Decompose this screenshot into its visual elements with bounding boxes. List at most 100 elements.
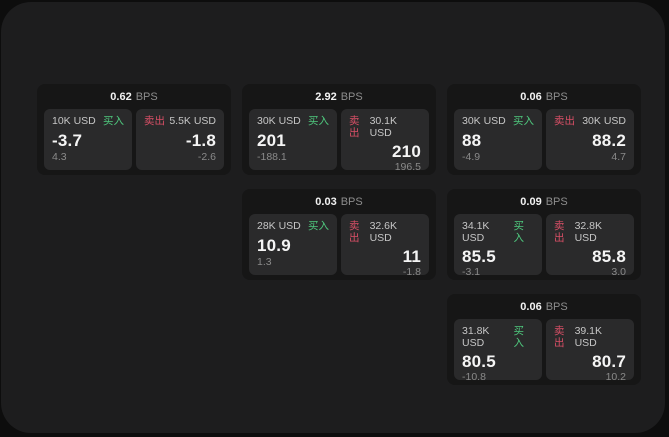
- sell-cell-top: 卖出 5.5K USD: [144, 115, 216, 128]
- bps-unit-label: BPS: [135, 90, 158, 103]
- sell-amount: 30.1K USD: [369, 115, 398, 139]
- buy-price: 80.5: [462, 352, 496, 372]
- sell-price: 85.8: [592, 247, 626, 267]
- buy-label: 买入: [513, 220, 524, 244]
- quote-card: 2.92 BPS 30K USD 买入 201 -188.1 卖出 30.1K …: [242, 84, 436, 175]
- buy-amount: 28K USD: [257, 220, 301, 232]
- card-header: 0.03 BPS: [249, 189, 429, 214]
- bps-value: 2.92: [315, 90, 337, 103]
- buy-cell-top: 31.8K USD 买入: [462, 325, 534, 349]
- buy-cell-top: 30K USD 买入: [462, 115, 534, 128]
- quote-cells: 31.8K USD 买入 80.5 -10.8 卖出 39.1K USD 80.…: [454, 319, 634, 382]
- quote-card: 0.03 BPS 28K USD 买入 10.9 1.3 卖出 32.6K US…: [242, 189, 436, 280]
- sell-amount: 5.5K USD: [169, 115, 216, 127]
- sell-delta: 4.7: [611, 151, 626, 164]
- buy-delta: -3.1: [462, 265, 481, 278]
- buy-amount: 30K USD: [462, 115, 506, 127]
- buy-quote-cell[interactable]: 31.8K USD 买入 80.5 -10.8: [454, 319, 542, 382]
- sell-label: 卖出: [349, 220, 360, 244]
- bps-unit-label: BPS: [545, 90, 568, 103]
- card-header: 0.06 BPS: [454, 84, 634, 109]
- quote-card: 0.62 BPS 10K USD 买入 -3.7 4.3 卖出 5.5K USD…: [37, 84, 231, 175]
- bps-unit-label: BPS: [340, 90, 363, 103]
- bps-value: 0.09: [520, 195, 542, 208]
- buy-label: 买入: [308, 115, 329, 127]
- sell-quote-cell[interactable]: 卖出 39.1K USD 80.7 10.2: [546, 319, 634, 382]
- quote-card: 0.06 BPS 31.8K USD 买入 80.5 -10.8 卖出 39.1…: [447, 294, 641, 385]
- sell-label: 卖出: [554, 325, 565, 349]
- bps-value: 0.06: [520, 90, 542, 103]
- card-header: 2.92 BPS: [249, 84, 429, 109]
- sell-price: 11: [402, 247, 421, 267]
- sell-quote-cell[interactable]: 卖出 30K USD 88.2 4.7: [546, 109, 634, 170]
- buy-amount: 34.1K USD: [462, 220, 490, 244]
- bps-value: 0.62: [110, 90, 132, 103]
- sell-price: -1.8: [185, 130, 216, 150]
- sell-amount: 32.8K USD: [574, 220, 603, 244]
- sell-cell-top: 卖出 32.8K USD: [554, 220, 626, 244]
- buy-price: 10.9: [257, 235, 291, 255]
- sell-quote-cell[interactable]: 卖出 30.1K USD 210 196.5: [341, 109, 429, 172]
- buy-price: -3.7: [52, 130, 83, 150]
- buy-delta: -188.1: [257, 151, 287, 164]
- buy-label: 买入: [513, 325, 524, 349]
- sell-delta: 196.5: [394, 160, 421, 173]
- buy-price: 85.5: [462, 247, 496, 267]
- buy-label: 买入: [513, 115, 534, 127]
- quote-card: 0.06 BPS 30K USD 买入 88 -4.9 卖出 30K USD 8…: [447, 84, 641, 175]
- bps-unit-label: BPS: [545, 195, 568, 208]
- buy-delta: -10.8: [462, 370, 486, 383]
- quote-cells: 34.1K USD 买入 85.5 -3.1 卖出 32.8K USD 85.8…: [454, 214, 634, 277]
- buy-quote-cell[interactable]: 30K USD 买入 201 -188.1: [249, 109, 337, 170]
- sell-delta: 10.2: [605, 370, 626, 383]
- sell-price: 210: [392, 142, 421, 162]
- card-header: 0.62 BPS: [44, 84, 224, 109]
- quote-cards-grid: 0.62 BPS 10K USD 买入 -3.7 4.3 卖出 5.5K USD…: [37, 84, 641, 385]
- sell-delta: 3.0: [611, 265, 626, 278]
- buy-delta: 1.3: [257, 256, 272, 269]
- sell-quote-cell[interactable]: 卖出 32.8K USD 85.8 3.0: [546, 214, 634, 277]
- quote-cells: 30K USD 买入 88 -4.9 卖出 30K USD 88.2 4.7: [454, 109, 634, 170]
- buy-cell-top: 28K USD 买入: [257, 220, 329, 233]
- sell-amount: 39.1K USD: [574, 325, 603, 349]
- buy-quote-cell[interactable]: 34.1K USD 买入 85.5 -3.1: [454, 214, 542, 277]
- buy-amount: 31.8K USD: [462, 325, 490, 349]
- quote-cells: 30K USD 买入 201 -188.1 卖出 30.1K USD 210 1…: [249, 109, 429, 172]
- sell-price: 80.7: [592, 352, 626, 372]
- quote-cells: 28K USD 买入 10.9 1.3 卖出 32.6K USD 11 -1.8: [249, 214, 429, 277]
- quote-card: 0.09 BPS 34.1K USD 买入 85.5 -3.1 卖出 32.8K…: [447, 189, 641, 280]
- buy-amount: 10K USD: [52, 115, 96, 127]
- buy-label: 买入: [308, 220, 329, 232]
- sell-amount: 32.6K USD: [369, 220, 398, 244]
- sell-label: 卖出: [349, 115, 360, 139]
- buy-price: 88: [462, 130, 482, 150]
- sell-quote-cell[interactable]: 卖出 5.5K USD -1.8 -2.6: [136, 109, 224, 170]
- card-header: 0.09 BPS: [454, 189, 634, 214]
- buy-label: 买入: [103, 115, 124, 127]
- buy-cell-top: 10K USD 买入: [52, 115, 124, 128]
- buy-quote-cell[interactable]: 30K USD 买入 88 -4.9: [454, 109, 542, 170]
- quote-cells: 10K USD 买入 -3.7 4.3 卖出 5.5K USD -1.8 -2.…: [44, 109, 224, 170]
- sell-delta: -2.6: [197, 151, 216, 164]
- buy-delta: -4.9: [462, 151, 481, 164]
- buy-cell-top: 30K USD 买入: [257, 115, 329, 128]
- sell-label: 卖出: [144, 115, 165, 127]
- sell-cell-top: 卖出 39.1K USD: [554, 325, 626, 349]
- buy-amount: 30K USD: [257, 115, 301, 127]
- buy-delta: 4.3: [52, 151, 67, 164]
- main-panel: 0.62 BPS 10K USD 买入 -3.7 4.3 卖出 5.5K USD…: [1, 2, 665, 433]
- sell-cell-top: 卖出 30K USD: [554, 115, 626, 128]
- buy-quote-cell[interactable]: 10K USD 买入 -3.7 4.3: [44, 109, 132, 170]
- bps-value: 0.03: [315, 195, 337, 208]
- sell-amount: 30K USD: [582, 115, 626, 127]
- sell-quote-cell[interactable]: 卖出 32.6K USD 11 -1.8: [341, 214, 429, 277]
- sell-cell-top: 卖出 32.6K USD: [349, 220, 421, 244]
- sell-cell-top: 卖出 30.1K USD: [349, 115, 421, 139]
- sell-delta: -1.8: [402, 265, 421, 278]
- buy-price: 201: [257, 130, 286, 150]
- buy-cell-top: 34.1K USD 买入: [462, 220, 534, 244]
- sell-label: 卖出: [554, 115, 575, 127]
- bps-value: 0.06: [520, 300, 542, 313]
- buy-quote-cell[interactable]: 28K USD 买入 10.9 1.3: [249, 214, 337, 275]
- bps-unit-label: BPS: [340, 195, 363, 208]
